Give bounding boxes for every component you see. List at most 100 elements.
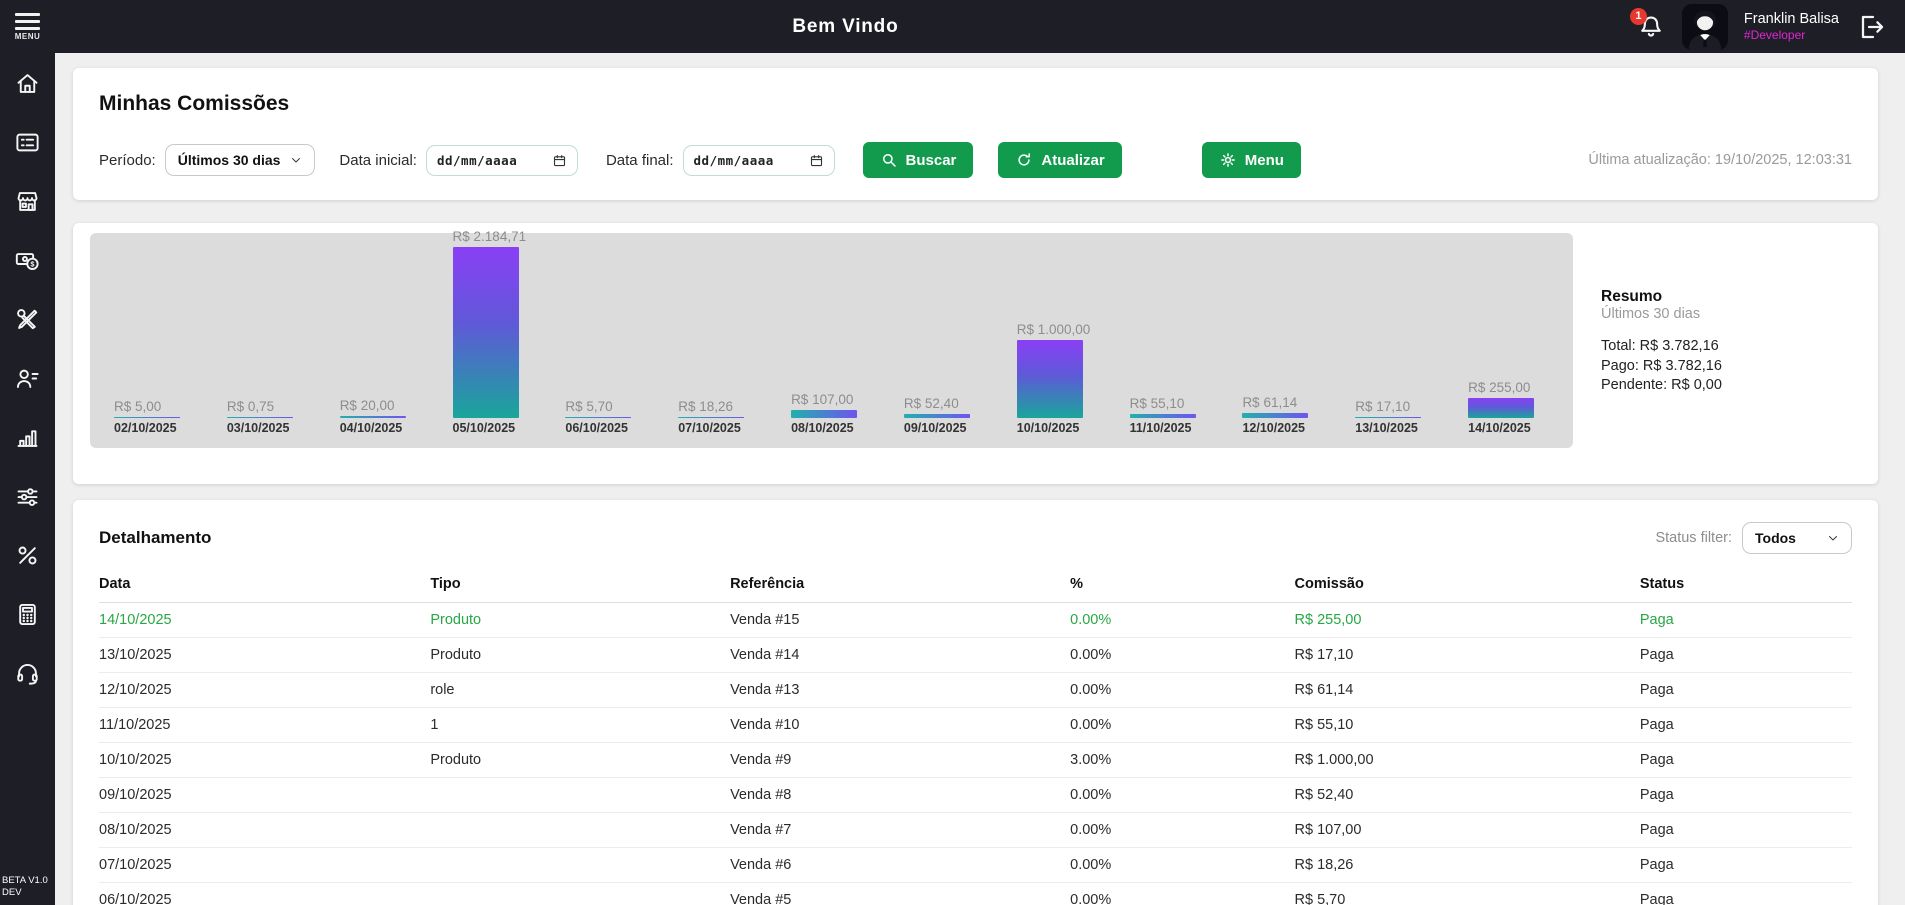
column-header: Status bbox=[1640, 572, 1852, 603]
bar bbox=[791, 410, 857, 418]
sidebar-item-support[interactable] bbox=[14, 659, 42, 687]
menu-button-label: Menu bbox=[1245, 152, 1284, 169]
notification-badge: 1 bbox=[1630, 8, 1647, 25]
details-title: Detalhamento bbox=[99, 528, 211, 548]
bar bbox=[1468, 398, 1534, 418]
status-filter-value: Todos bbox=[1755, 530, 1796, 546]
summary-total: Total: R$ 3.782,16 bbox=[1601, 337, 1858, 357]
bar-date-label: 05/10/2025 bbox=[453, 421, 516, 435]
table-row[interactable]: 07/10/2025Venda #60.00%R$ 18,26Paga bbox=[99, 848, 1852, 883]
chart-bar-group: R$ 17,10 13/10/2025 bbox=[1339, 399, 1452, 435]
headset-icon bbox=[14, 660, 41, 687]
table-row[interactable]: 09/10/2025Venda #80.00%R$ 52,40Paga bbox=[99, 778, 1852, 813]
avatar[interactable] bbox=[1682, 4, 1728, 50]
bar bbox=[1017, 340, 1083, 418]
sidebar-item-commissions[interactable] bbox=[14, 541, 42, 569]
home-icon bbox=[14, 70, 41, 97]
status-filter: Status filter: Todos bbox=[1655, 522, 1852, 554]
start-date-label: Data inicial: bbox=[339, 152, 417, 169]
table-cell: 07/10/2025 bbox=[99, 848, 430, 883]
search-button[interactable]: Buscar bbox=[863, 142, 974, 178]
chevron-down-icon bbox=[290, 154, 302, 166]
bar-value-label: R$ 17,10 bbox=[1355, 399, 1410, 414]
period-select[interactable]: Últimos 30 dias bbox=[165, 144, 316, 176]
version-label: BETA V1.0 DEV bbox=[2, 875, 48, 899]
end-date-input[interactable]: dd/mm/aaaa bbox=[683, 145, 835, 176]
table-row[interactable]: 13/10/2025ProdutoVenda #140.00%R$ 17,10P… bbox=[99, 638, 1852, 673]
sidebar-item-orders[interactable] bbox=[14, 128, 42, 156]
chart-bar-group: R$ 18,2607/10/2025 bbox=[662, 399, 775, 435]
table-cell: 0.00% bbox=[1070, 813, 1294, 848]
table-row[interactable]: 11/10/20251Venda #100.00%R$ 55,10Paga bbox=[99, 708, 1852, 743]
page-title: Bem Vindo bbox=[55, 16, 1636, 38]
user-meta: Franklin Balisa #Developer bbox=[1744, 10, 1839, 43]
period-label: Período: bbox=[99, 152, 156, 169]
gear-icon bbox=[1219, 151, 1237, 169]
table-cell: 10/10/2025 bbox=[99, 743, 430, 778]
sidebar-item-calculator[interactable] bbox=[14, 600, 42, 628]
table-cell bbox=[430, 778, 730, 813]
table-cell: Paga bbox=[1640, 673, 1852, 708]
user-role: #Developer bbox=[1744, 28, 1839, 43]
refresh-button-label: Atualizar bbox=[1041, 152, 1104, 169]
bar bbox=[904, 414, 970, 418]
refresh-icon bbox=[1015, 151, 1033, 169]
table-row[interactable]: 14/10/2025ProdutoVenda #150.00%R$ 255,00… bbox=[99, 603, 1852, 638]
table-row[interactable]: 12/10/2025roleVenda #130.00%R$ 61,14Paga bbox=[99, 673, 1852, 708]
refresh-button[interactable]: Atualizar bbox=[998, 142, 1121, 178]
end-date-placeholder: dd/mm/aaaa bbox=[694, 153, 774, 168]
bar-value-label: R$ 255,00 bbox=[1468, 380, 1530, 395]
table-cell: R$ 17,10 bbox=[1295, 638, 1640, 673]
notifications-button[interactable]: 1 bbox=[1636, 12, 1666, 42]
bar bbox=[340, 416, 406, 418]
bar bbox=[565, 417, 631, 418]
bar-value-label: R$ 55,10 bbox=[1130, 396, 1185, 411]
details-header: Detalhamento Status filter: Todos bbox=[99, 522, 1852, 554]
start-date-input[interactable]: dd/mm/aaaa bbox=[426, 145, 578, 176]
end-date-label: Data final: bbox=[606, 152, 674, 169]
table-cell: Venda #7 bbox=[730, 813, 1070, 848]
bar-value-label: R$ 107,00 bbox=[791, 392, 853, 407]
chart-bar-group: R$ 20,0004/10/2025 bbox=[324, 398, 437, 435]
column-header: % bbox=[1070, 572, 1294, 603]
chart-bar-group: R$ 61,1412/10/2025 bbox=[1226, 395, 1339, 435]
bar bbox=[227, 417, 293, 418]
percent-icon bbox=[14, 542, 41, 569]
table-row[interactable]: 06/10/2025Venda #50.00%R$ 5,70Paga bbox=[99, 883, 1852, 905]
logout-button[interactable] bbox=[1855, 11, 1887, 43]
status-filter-select[interactable]: Todos bbox=[1742, 522, 1852, 554]
sidebar-item-reports[interactable] bbox=[14, 423, 42, 451]
table-cell: 12/10/2025 bbox=[99, 673, 430, 708]
chart-bar-group: R$ 55,1011/10/2025 bbox=[1114, 396, 1227, 435]
menu-button[interactable]: Menu bbox=[1202, 142, 1301, 178]
menu-toggle-button[interactable]: MENU bbox=[0, 13, 55, 41]
avatar-image bbox=[1682, 4, 1728, 50]
table-cell: Venda #6 bbox=[730, 848, 1070, 883]
hamburger-icon bbox=[15, 13, 40, 30]
chart-bar-group: R$ 5,7006/10/2025 bbox=[549, 399, 662, 435]
sidebar: $ bbox=[0, 53, 55, 905]
sidebar-item-store[interactable] bbox=[14, 187, 42, 215]
orders-list-icon bbox=[14, 129, 41, 156]
table-cell: 09/10/2025 bbox=[99, 778, 430, 813]
menu-toggle-label: MENU bbox=[15, 32, 41, 41]
summary-pending: Pendente: R$ 0,00 bbox=[1601, 376, 1858, 396]
sidebar-item-settings[interactable] bbox=[14, 482, 42, 510]
table-row[interactable]: 10/10/2025ProdutoVenda #93.00%R$ 1.000,0… bbox=[99, 743, 1852, 778]
bar-date-label: 10/10/2025 bbox=[1017, 421, 1080, 435]
sidebar-item-home[interactable] bbox=[14, 69, 42, 97]
table-row[interactable]: 08/10/2025Venda #70.00%R$ 107,00Paga bbox=[99, 813, 1852, 848]
table-cell: Paga bbox=[1640, 813, 1852, 848]
bar-date-label: 06/10/2025 bbox=[565, 421, 628, 435]
calendar-icon bbox=[809, 153, 824, 168]
bar bbox=[1130, 414, 1196, 418]
sidebar-item-payments[interactable]: $ bbox=[14, 246, 42, 274]
chart-bar-group: R$ 5,0002/10/2025 bbox=[98, 399, 211, 435]
bar-date-label: 13/10/2025 bbox=[1355, 421, 1418, 435]
table-cell: 08/10/2025 bbox=[99, 813, 430, 848]
sidebar-item-users[interactable] bbox=[14, 364, 42, 392]
summary-paid: Pago: R$ 3.782,16 bbox=[1601, 357, 1858, 377]
bar bbox=[678, 417, 744, 418]
sidebar-item-tools[interactable] bbox=[14, 305, 42, 333]
bar-date-label: 03/10/2025 bbox=[227, 421, 290, 435]
